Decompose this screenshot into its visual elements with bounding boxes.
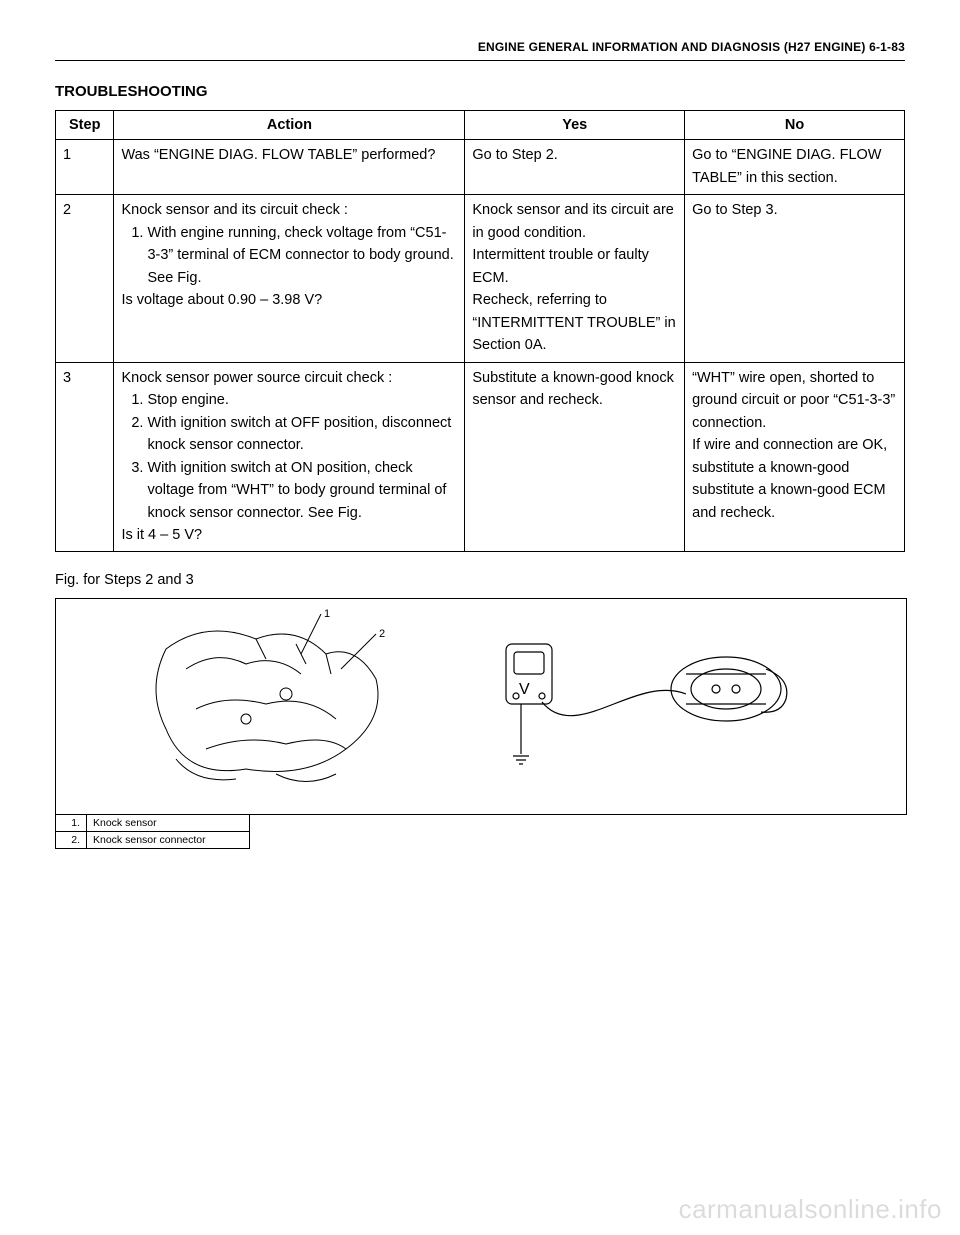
cell-action: Knock sensor and its circuit check :With… — [114, 195, 465, 362]
voltmeter-connector-sketch: V — [486, 634, 806, 794]
cell-step: 3 — [56, 362, 114, 552]
table-row: 2Knock sensor and its circuit check :Wit… — [56, 195, 905, 362]
legend-table: 1. Knock sensor 2. Knock sensor connecto… — [55, 814, 250, 849]
col-no: No — [685, 111, 905, 140]
table-row: 3Knock sensor power source circuit check… — [56, 362, 905, 552]
callout-2: 2 — [379, 628, 385, 640]
table-row: 1Was “ENGINE DIAG. FLOW TABLE” performed… — [56, 140, 905, 195]
col-yes: Yes — [465, 111, 685, 140]
page-header: ENGINE GENERAL INFORMATION AND DIAGNOSIS… — [55, 40, 905, 61]
cell-step: 1 — [56, 140, 114, 195]
legend-text: Knock sensor — [87, 815, 250, 832]
section-title: TROUBLESHOOTING — [55, 83, 905, 100]
col-step: Step — [56, 111, 114, 140]
legend-row: 1. Knock sensor — [56, 815, 250, 832]
table-header-row: Step Action Yes No — [56, 111, 905, 140]
cell-yes: Go to Step 2. — [465, 140, 685, 195]
engine-sketch: 1 2 — [126, 609, 426, 809]
cell-step: 2 — [56, 195, 114, 362]
legend-num: 2. — [56, 832, 87, 849]
figure-caption: Fig. for Steps 2 and 3 — [55, 572, 905, 588]
cell-yes: Knock sensor and its circuit are in good… — [465, 195, 685, 362]
voltmeter-label: V — [519, 681, 530, 698]
cell-action: Was “ENGINE DIAG. FLOW TABLE” performed? — [114, 140, 465, 195]
cell-no: Go to “ENGINE DIAG. FLOW TABLE” in this … — [685, 140, 905, 195]
col-action: Action — [114, 111, 465, 140]
legend-text: Knock sensor connector — [87, 832, 250, 849]
cell-no: Go to Step 3. — [685, 195, 905, 362]
troubleshooting-table: Step Action Yes No 1Was “ENGINE DIAG. FL… — [55, 110, 905, 552]
callout-1: 1 — [324, 609, 330, 620]
cell-yes: Substitute a known-good knock sensor and… — [465, 362, 685, 552]
watermark: carmanualsonline.info — [679, 1194, 942, 1225]
page: ENGINE GENERAL INFORMATION AND DIAGNOSIS… — [0, 0, 960, 849]
legend-num: 1. — [56, 815, 87, 832]
legend-row: 2. Knock sensor connector — [56, 832, 250, 849]
cell-no: “WHT” wire open, shorted to ground circu… — [685, 362, 905, 552]
cell-action: Knock sensor power source circuit check … — [114, 362, 465, 552]
figure-box: 1 2 V — [55, 598, 907, 815]
